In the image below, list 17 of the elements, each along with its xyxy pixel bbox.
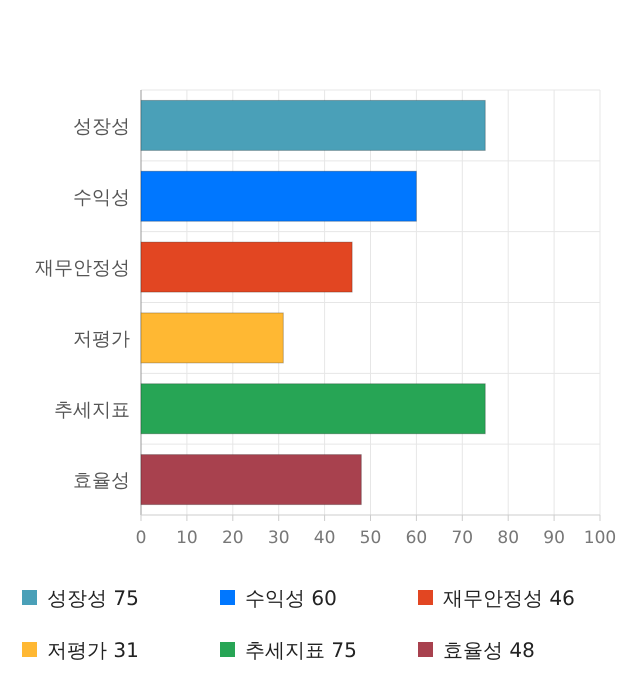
x-tick-label: 10 [176, 528, 198, 548]
x-tick-label: 90 [543, 528, 565, 548]
x-tick-label: 60 [406, 528, 428, 548]
x-tick-label: 30 [268, 528, 290, 548]
y-tick-label: 효율성 [73, 470, 130, 492]
x-tick-label: 0 [136, 528, 146, 548]
y-tick-label: 성장성 [73, 115, 130, 138]
y-tick-label: 추세지표 [54, 398, 130, 421]
x-tick-label: 40 [314, 528, 336, 548]
y-tick-label: 저평가 [73, 328, 130, 350]
x-tick-label: 70 [451, 528, 474, 548]
x-tick-label: 100 [584, 528, 616, 548]
y-tick-label: 재무안정성 [35, 257, 130, 280]
x-tick-label: 80 [497, 528, 520, 548]
y-tick-label: 수익성 [73, 186, 130, 208]
x-tick-label: 20 [222, 528, 244, 548]
x-tick-label: 50 [360, 528, 382, 548]
